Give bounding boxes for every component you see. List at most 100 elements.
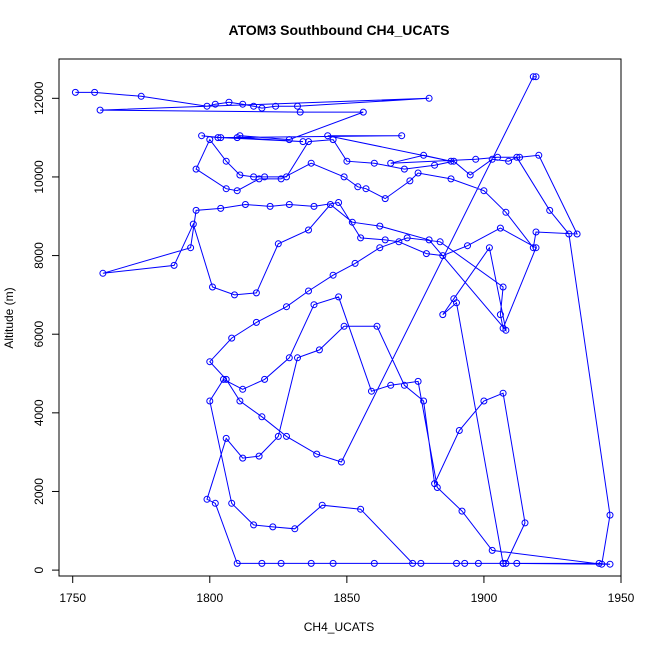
data-point xyxy=(450,295,458,303)
data-point xyxy=(474,559,482,567)
x-tick-label: 1800 xyxy=(196,591,223,605)
data-point xyxy=(269,523,277,531)
data-point xyxy=(189,220,197,228)
data-point xyxy=(480,187,488,195)
data-point xyxy=(546,206,554,214)
data-point xyxy=(310,301,318,309)
y-axis-label: Altitude (m) xyxy=(2,287,16,348)
data-point xyxy=(233,559,241,567)
data-point xyxy=(409,559,417,567)
data-point xyxy=(595,559,603,567)
data-point xyxy=(513,559,521,567)
data-point xyxy=(324,132,332,140)
data-point xyxy=(272,102,280,110)
data-point xyxy=(305,287,312,295)
data-point xyxy=(214,134,222,142)
data-point xyxy=(283,303,290,311)
data-point xyxy=(606,511,614,519)
data-point xyxy=(400,381,408,389)
data-point xyxy=(499,389,507,397)
y-tick-label: 4000 xyxy=(32,399,46,426)
data-point xyxy=(532,73,540,81)
data-point xyxy=(480,397,488,405)
y-axis: 0 2000 4000 6000 8000 10000 12000 xyxy=(32,81,60,573)
data-point xyxy=(277,559,285,567)
data-point xyxy=(381,236,389,244)
data-point xyxy=(488,155,496,163)
data-point xyxy=(496,224,504,232)
data-point xyxy=(274,432,282,440)
data-point xyxy=(458,507,466,515)
data-point xyxy=(310,202,318,210)
data-point xyxy=(529,244,537,252)
data-point xyxy=(466,171,474,179)
data-point xyxy=(357,234,365,242)
data-point xyxy=(222,185,230,193)
data-point xyxy=(455,427,463,434)
data-point xyxy=(425,236,433,244)
data-point xyxy=(431,161,439,169)
x-axis: 1750 1800 1850 1900 1950 xyxy=(59,575,635,605)
data-point xyxy=(532,244,540,252)
data-point xyxy=(220,375,227,383)
data-point xyxy=(170,261,178,269)
data-point xyxy=(376,244,384,252)
data-point xyxy=(233,134,241,142)
data-point xyxy=(231,291,238,299)
x-tick-label: 1750 xyxy=(59,591,86,605)
data-point xyxy=(387,381,395,389)
data-point xyxy=(461,559,469,567)
data-point xyxy=(211,100,219,108)
data-point xyxy=(274,240,282,248)
data-point xyxy=(252,318,260,326)
data-point xyxy=(447,175,455,183)
data-point xyxy=(417,559,425,567)
data-point xyxy=(337,458,345,466)
data-point xyxy=(266,202,274,210)
data-point xyxy=(414,377,422,385)
data-point xyxy=(431,480,439,488)
data-point xyxy=(420,397,428,405)
data-point xyxy=(381,195,389,203)
data-point xyxy=(414,169,422,177)
data-point xyxy=(357,505,365,513)
data-point xyxy=(368,387,375,395)
data-point xyxy=(464,242,471,250)
data-point xyxy=(222,157,230,165)
data-point xyxy=(348,218,356,226)
data-point xyxy=(502,559,510,567)
data-point xyxy=(225,98,233,106)
data-point xyxy=(250,173,258,181)
data-point xyxy=(206,397,214,405)
data-point xyxy=(529,73,537,81)
data-point xyxy=(187,244,195,252)
data-point xyxy=(362,185,370,193)
data-point xyxy=(255,452,263,460)
data-point xyxy=(387,159,395,167)
data-point xyxy=(450,157,458,165)
data-point xyxy=(252,289,260,297)
data-point xyxy=(206,136,214,144)
data-point xyxy=(294,102,301,110)
data-point xyxy=(305,226,312,234)
data-point xyxy=(228,334,236,342)
data-point xyxy=(400,165,408,173)
data-point xyxy=(439,311,447,319)
data-point xyxy=(406,177,414,185)
data-point xyxy=(261,375,269,383)
data-point xyxy=(499,283,507,291)
data-point xyxy=(370,159,378,167)
data-point xyxy=(370,559,378,567)
series-layer xyxy=(71,73,614,568)
data-point xyxy=(315,346,323,354)
data-point xyxy=(217,204,225,212)
data-point xyxy=(211,499,219,507)
data-point xyxy=(307,559,315,567)
data-point xyxy=(329,136,337,144)
data-point xyxy=(376,222,384,230)
data-point xyxy=(422,250,430,258)
data-point xyxy=(313,450,321,458)
y-tick-label: 2000 xyxy=(32,478,46,505)
data-point xyxy=(513,153,521,161)
